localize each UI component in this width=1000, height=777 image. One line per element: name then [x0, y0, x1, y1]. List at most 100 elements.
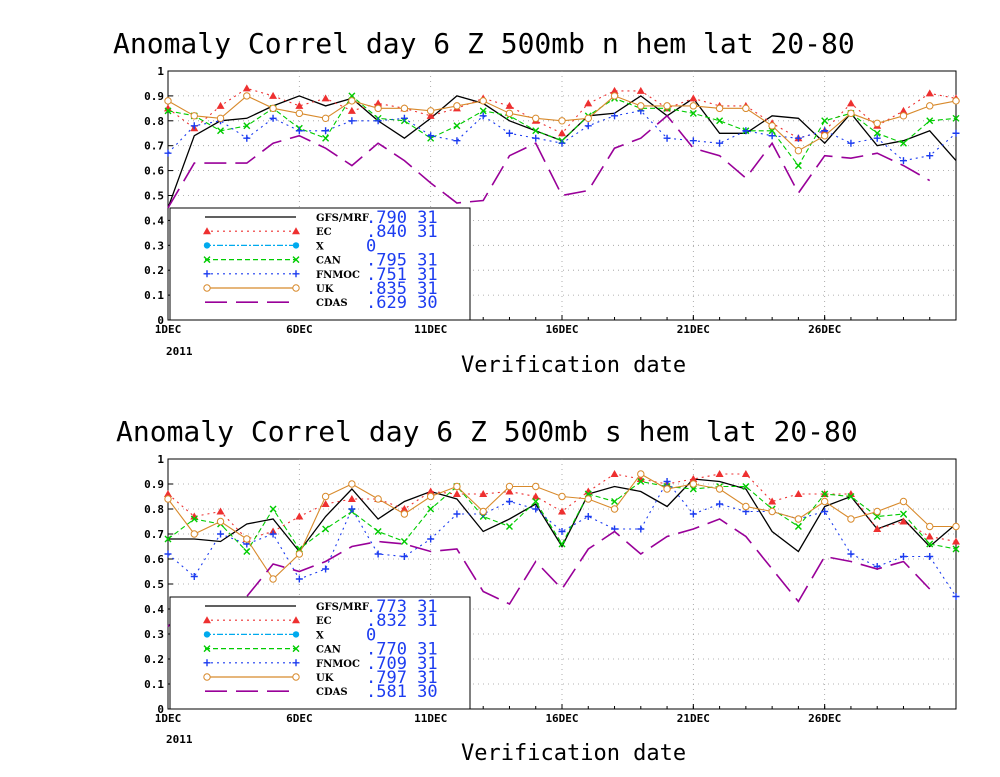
legend-stat: .773 31: [366, 597, 438, 617]
data-point: [242, 84, 251, 92]
legend-marker: [203, 270, 211, 278]
data-point: [190, 122, 198, 130]
data-point: [741, 470, 750, 477]
data-point: [689, 475, 698, 482]
series-line: [167, 480, 957, 553]
data-point: [479, 507, 487, 516]
data-point: [295, 109, 304, 118]
x-tick-label: 11DEC: [414, 712, 447, 725]
data-point: [689, 137, 697, 145]
data-point: [689, 480, 698, 488]
data-point: [164, 107, 172, 115]
data-point: [584, 513, 592, 520]
series-line: [167, 518, 931, 633]
legend-label: UK: [316, 673, 334, 684]
legend-label: EC: [316, 227, 332, 238]
data-point: [532, 114, 540, 123]
data-point: [899, 510, 907, 518]
x-tick-label: 26DEC: [808, 712, 841, 725]
legend-marker: [292, 256, 300, 264]
data-point: [768, 122, 776, 130]
legend-stat: .840 31: [366, 222, 438, 242]
legend-label: GFS/MRF: [316, 602, 369, 613]
data-point: [321, 500, 330, 507]
data-point: [190, 573, 198, 580]
data-point: [322, 565, 330, 573]
legend-entry: CAN .795 31: [203, 251, 438, 271]
legend-entry: CAN .770 31: [203, 640, 438, 660]
data-point: [374, 117, 382, 125]
data-point: [952, 97, 960, 105]
legend-stat: .790 31: [366, 208, 438, 228]
data-point: [926, 102, 934, 110]
data-point: [322, 525, 330, 533]
y-tick-label: 0.4: [144, 603, 164, 616]
data-point: [768, 507, 776, 516]
data-point: [479, 490, 488, 497]
y-tick-label: 0.9: [144, 478, 164, 491]
data-point: [794, 162, 802, 170]
legend-box: [169, 596, 471, 710]
data-point: [505, 101, 514, 109]
data-point: [190, 112, 198, 120]
data-point: [584, 122, 592, 130]
data-point: [243, 535, 251, 543]
data-point: [269, 575, 277, 583]
legend-marker: [292, 270, 300, 278]
data-point: [374, 104, 382, 113]
series-uk: [164, 92, 960, 155]
data-point: [348, 117, 356, 125]
data-point: [216, 507, 225, 515]
data-point: [426, 111, 435, 119]
data-point: [269, 91, 278, 99]
legend-label: CDAS: [316, 687, 348, 698]
data-point: [269, 530, 277, 538]
legend-marker: [203, 616, 211, 624]
legend-label: CAN: [316, 645, 341, 656]
x-tick-label: 26DEC: [808, 323, 841, 336]
data-point: [505, 487, 514, 495]
series-uk: [164, 470, 960, 583]
data-point: [742, 104, 750, 113]
data-point: [479, 97, 487, 105]
data-point: [610, 470, 619, 477]
data-point: [400, 538, 408, 545]
legend-marker: [203, 631, 211, 638]
y-tick-label: 0.7: [144, 528, 164, 541]
legend-entry: FNMOC .709 31: [203, 654, 438, 674]
data-point: [794, 490, 803, 497]
legend-entry: EC .832 31: [203, 611, 438, 631]
data-point: [453, 102, 461, 110]
series-cdas: [167, 114, 931, 209]
data-point: [952, 114, 960, 122]
data-point: [926, 553, 934, 560]
data-point: [873, 129, 881, 137]
y-tick-label: 0.1: [144, 289, 164, 302]
y-tick-label: 0: [157, 314, 164, 327]
data-point: [899, 157, 907, 165]
data-point: [716, 117, 724, 125]
data-point: [243, 92, 251, 100]
y-tick-label: 0.6: [144, 165, 164, 178]
y-tick-label: 0.3: [144, 239, 164, 252]
data-point: [164, 490, 172, 497]
data-point: [426, 107, 435, 115]
data-point: [400, 114, 408, 122]
data-point: [374, 99, 383, 107]
legend-label: FNMOC: [316, 659, 360, 670]
data-point: [715, 104, 724, 113]
data-point: [637, 102, 645, 110]
data-point: [427, 132, 435, 140]
y-tick-label: 1: [157, 65, 164, 78]
data-point: [558, 540, 566, 548]
data-point: [453, 510, 461, 518]
legend-entry: GFS/MRF.790 31: [205, 208, 438, 228]
data-point: [715, 485, 724, 493]
legend-label: X: [316, 241, 324, 252]
data-point: [716, 500, 724, 508]
data-point: [610, 505, 619, 513]
x-tick-label: 16DEC: [545, 323, 578, 336]
legend-marker: [292, 659, 300, 667]
data-point: [453, 482, 461, 491]
year-label: 2011: [166, 345, 193, 358]
